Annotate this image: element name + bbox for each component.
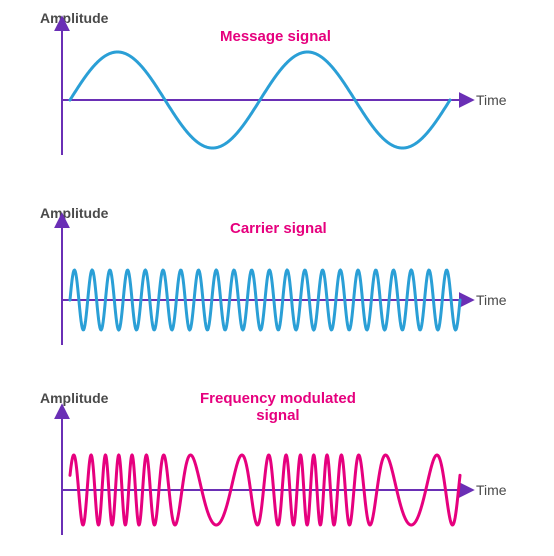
- panel-svg: [0, 10, 554, 175]
- panel-svg: [0, 205, 554, 370]
- panel-message: AmplitudeTimeMessage signal: [0, 10, 554, 175]
- fm-signals-diagram: AmplitudeTimeMessage signal AmplitudeTime…: [0, 0, 554, 556]
- panel-carrier: AmplitudeTimeCarrier signal: [0, 205, 554, 370]
- panel-svg: [0, 390, 554, 555]
- panel-fm: AmplitudeTimeFrequency modulated signal: [0, 390, 554, 555]
